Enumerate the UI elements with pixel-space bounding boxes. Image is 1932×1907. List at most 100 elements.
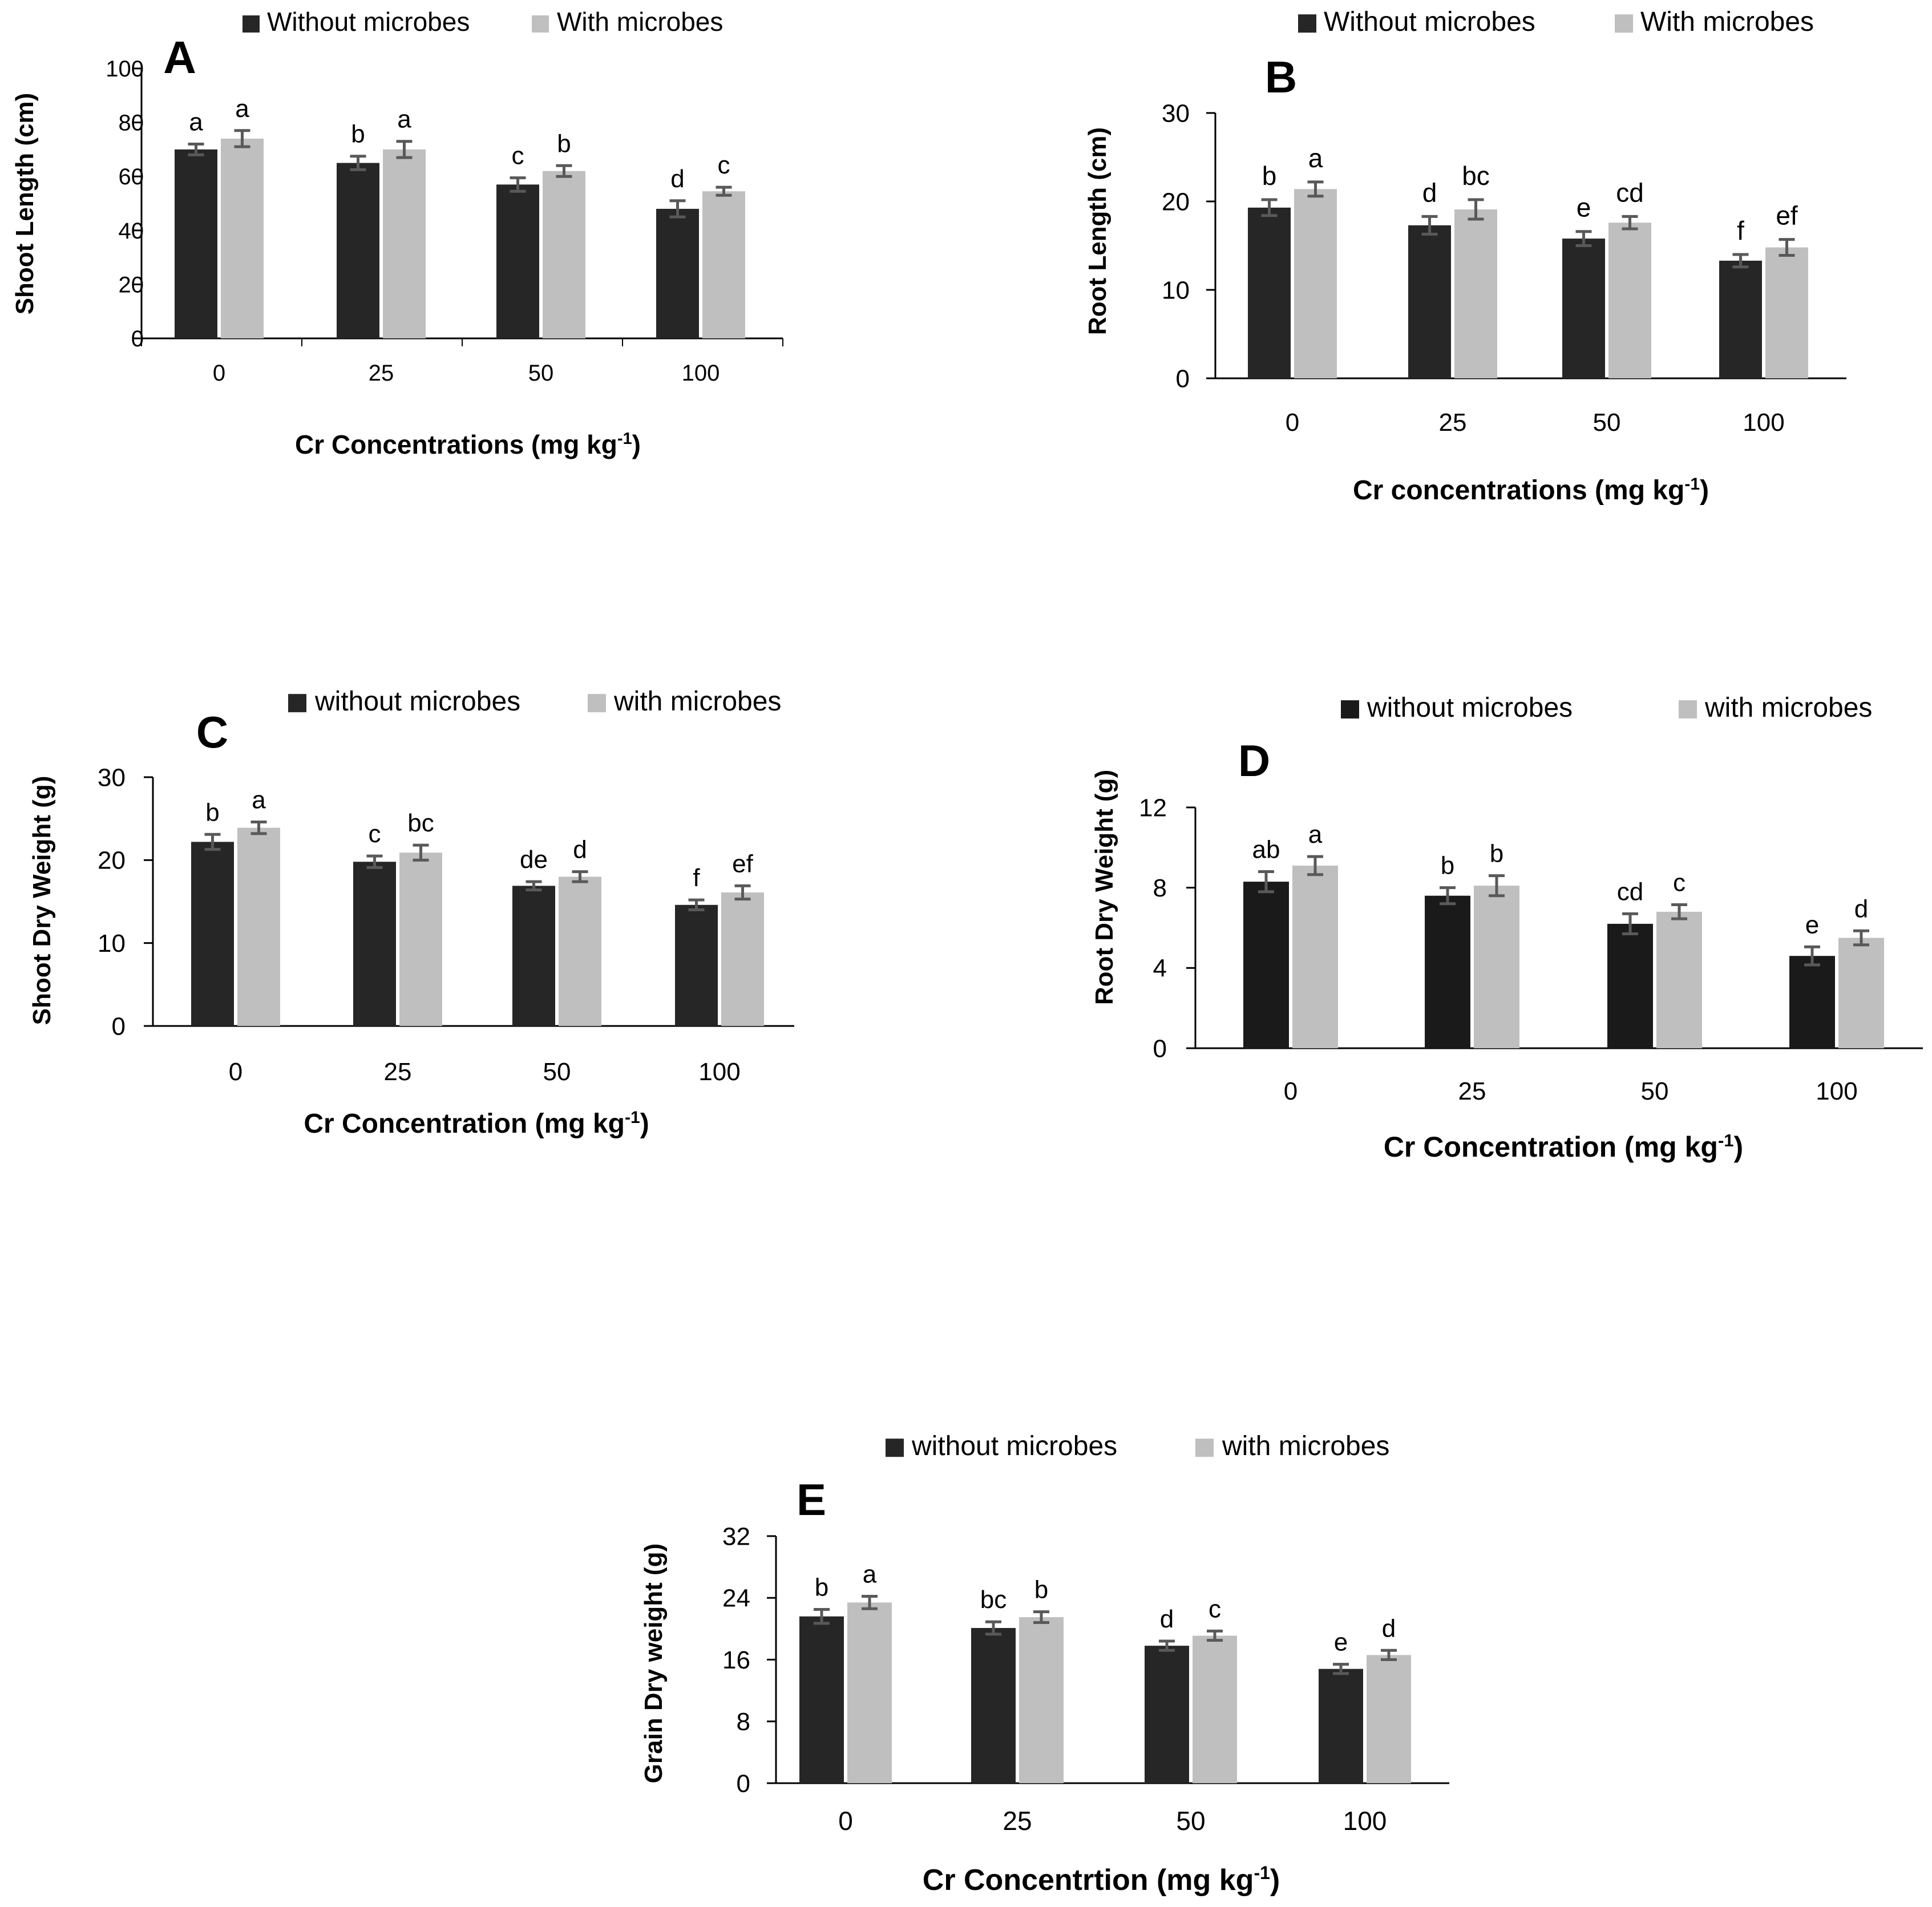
- error-bar: [1575, 230, 1592, 247]
- error-bar: [688, 898, 705, 912]
- bar-with-0: [847, 1602, 892, 1783]
- x-tick-label: 50: [1641, 1077, 1669, 1105]
- error-bar: [510, 176, 526, 193]
- significance-letter: d: [1854, 895, 1868, 923]
- bar-with-25: [1019, 1617, 1064, 1783]
- y-tick-label: 100: [106, 56, 144, 82]
- significance-letter: cd: [1616, 177, 1644, 207]
- panel-label: E: [797, 1474, 826, 1525]
- y-tick-label: 30: [98, 763, 126, 791]
- legend-label-with: With microbes: [557, 7, 723, 37]
- y-tick-label: 4: [1153, 955, 1167, 983]
- error-bar: [413, 843, 429, 862]
- x-axis-title-superscript: -1: [1254, 1862, 1270, 1883]
- error-bar: [1853, 929, 1869, 947]
- y-tick-label: 8: [737, 1708, 750, 1736]
- bar-without-0: [1248, 207, 1291, 378]
- legend-swatch-without: [288, 694, 306, 713]
- y-tick-label: 0: [1176, 365, 1190, 393]
- y-tick-label: 0: [112, 1012, 126, 1040]
- y-axis-title: Root Dry Weight (g): [1090, 770, 1118, 1005]
- y-tick-label: 0: [131, 326, 144, 351]
- x-axis-title-main: Cr Concentrations (mg kg: [295, 430, 617, 459]
- bar-with-50: [543, 171, 585, 338]
- bar-without-0: [799, 1616, 844, 1783]
- significance-letter: f: [1737, 216, 1744, 245]
- bar-with-100: [1838, 938, 1884, 1048]
- significance-letter: ef: [1776, 201, 1798, 231]
- x-tick-label: 0: [838, 1806, 853, 1836]
- x-tick-label: 0: [1286, 409, 1299, 437]
- x-tick-label: 25: [1003, 1806, 1032, 1836]
- y-tick-label: 60: [119, 164, 144, 189]
- bar-without-0: [1243, 882, 1289, 1048]
- legend-label-without: Without microbes: [267, 7, 470, 37]
- x-axis-title: Cr Concentration (mg kg-1): [304, 1108, 649, 1139]
- panel-label: C: [196, 707, 228, 757]
- x-tick-label: 100: [682, 361, 720, 386]
- significance-letter: a: [252, 786, 266, 814]
- x-tick-label: 100: [1743, 409, 1784, 437]
- bar-without-100: [1719, 260, 1762, 378]
- error-bar: [1207, 1629, 1223, 1642]
- bar-with-50: [1608, 223, 1651, 378]
- significance-letter: b: [557, 130, 571, 157]
- error-bar: [188, 142, 204, 156]
- significance-letter: e: [1577, 193, 1591, 223]
- error-bar: [1033, 1610, 1049, 1625]
- x-axis-title-main: Cr Concentrtion (mg kg: [923, 1864, 1254, 1897]
- bar-with-100: [1367, 1655, 1411, 1783]
- significance-letter: d: [1382, 1614, 1396, 1642]
- error-bar: [1671, 903, 1687, 920]
- error-bar: [1804, 945, 1820, 967]
- y-tick-label: 30: [1162, 99, 1190, 127]
- legend-label-with: With microbes: [1640, 7, 1814, 37]
- x-axis-title-close: ): [640, 1109, 649, 1139]
- x-axis-title-main: Cr Concentration (mg kg: [1384, 1131, 1718, 1163]
- y-tick-label: 24: [722, 1585, 750, 1613]
- error-bar: [1381, 1649, 1397, 1661]
- significance-letter: a: [189, 108, 203, 136]
- significance-letter: bc: [407, 809, 434, 837]
- x-tick-label: 50: [528, 361, 554, 386]
- chart-panel-a: A Without microbes With microbes 0 20 40 60 80 1…: [11, 7, 783, 459]
- significance-letter: b: [1034, 1576, 1048, 1604]
- bar-without-25: [353, 862, 396, 1026]
- error-bar: [250, 820, 267, 835]
- x-axis-title-superscript: -1: [1718, 1130, 1734, 1150]
- error-bar: [1258, 870, 1274, 894]
- error-bar: [1779, 238, 1795, 257]
- significance-letter: e: [1334, 1629, 1348, 1656]
- x-axis-title-superscript: -1: [617, 430, 632, 448]
- y-tick-label: 0: [737, 1769, 750, 1797]
- significance-letter: b: [205, 798, 219, 826]
- bar-with-25: [383, 149, 426, 338]
- error-bar: [814, 1608, 830, 1625]
- bar-without-25: [337, 163, 379, 338]
- x-tick-label: 50: [1176, 1806, 1205, 1836]
- significance-letter: d: [1160, 1605, 1174, 1633]
- x-axis-title-superscript: -1: [1684, 475, 1700, 494]
- x-tick-label: 50: [543, 1058, 571, 1086]
- x-tick-label: 0: [1284, 1077, 1298, 1105]
- bar-without-100: [1319, 1668, 1363, 1783]
- legend-swatch-without: [1298, 14, 1316, 33]
- significance-letter: a: [863, 1561, 877, 1589]
- legend-swatch-without: [242, 15, 260, 33]
- y-tick-label: 0: [1153, 1035, 1167, 1062]
- bar-without-100: [1789, 956, 1835, 1048]
- y-axis-title: Shoot Dry Weight (g): [28, 776, 56, 1025]
- error-bar: [1307, 855, 1323, 876]
- x-axis-title: Cr concentrations (mg kg-1): [1353, 475, 1709, 506]
- error-bar: [734, 884, 751, 901]
- chart-panel-b: B Without microbes With microbes 0 10 20 30 b a 0…: [1084, 7, 1846, 506]
- y-tick-label: 10: [98, 930, 126, 957]
- bar-with-0: [237, 827, 280, 1026]
- significance-letter: b: [815, 1574, 828, 1602]
- error-bar: [572, 870, 588, 883]
- legend-swatch-with: [532, 15, 549, 33]
- bar-without-50: [1607, 923, 1653, 1048]
- bar-with-50: [1193, 1635, 1237, 1783]
